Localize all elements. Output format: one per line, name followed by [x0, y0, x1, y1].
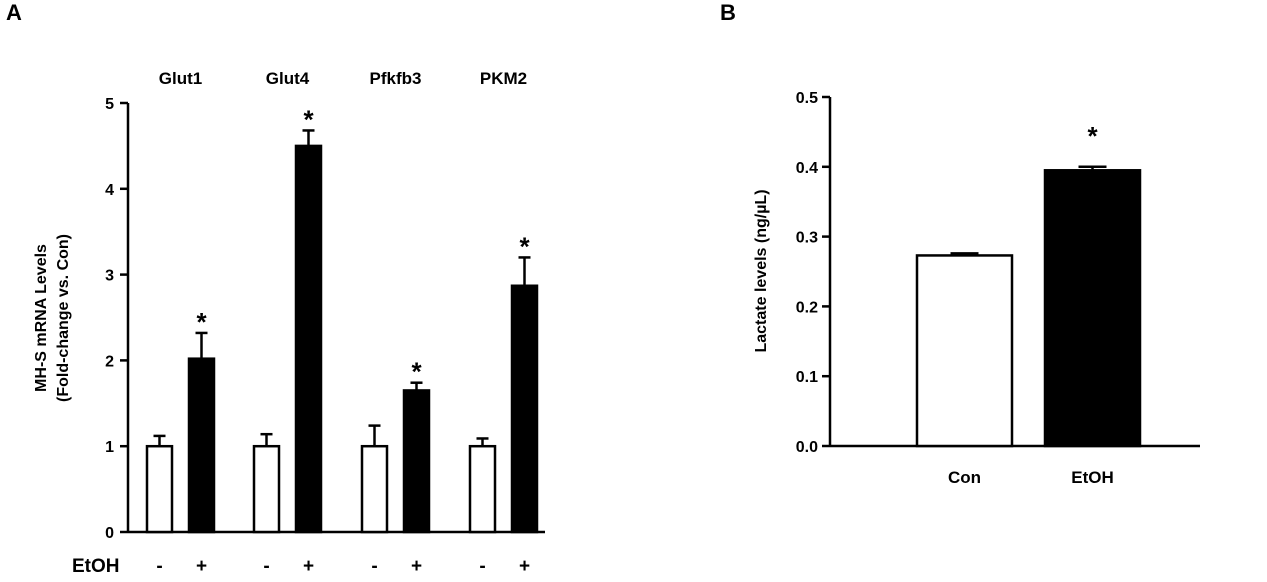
- panel-a-significance-marker: *: [196, 307, 207, 337]
- panel-b-y-tick-label: 0.4: [796, 160, 818, 177]
- panel-a-bar: [252, 444, 281, 534]
- panel-a-y-tick-label: 3: [105, 268, 114, 285]
- panel-a-marks: 0 1 2 3 4 5 Glut1 - + * Glut4 - + * Pfkfb3 - + * PKM2 - + *: [105, 69, 545, 577]
- panel-a-bar: [294, 144, 323, 534]
- panel-b-y-tick-label: 0.5: [796, 90, 818, 107]
- panel-a-bar: [187, 357, 216, 534]
- panel-a-group-label: Glut1: [159, 69, 202, 88]
- panel-a-treatment-level: -: [263, 556, 269, 577]
- panel-a-bar: [145, 444, 174, 534]
- panel-a-treatment-level: -: [371, 556, 377, 577]
- panel-a-significance-marker: *: [411, 357, 422, 387]
- panel-a-letter: A: [6, 0, 22, 25]
- panel-b-y-tick-label: 0.2: [796, 299, 818, 316]
- panel-a-group-label: PKM2: [480, 69, 527, 88]
- panel-b-bar: [1043, 169, 1142, 448]
- panel-a-treatment-level: +: [411, 556, 422, 577]
- panel-a-treatment-level: +: [519, 556, 530, 577]
- panel-b-chart: Lactate levels (ng/µL) 0.00.10.20.30.40.…: [753, 90, 1200, 487]
- panel-a-treatment-level: -: [156, 556, 162, 577]
- panel-a-group-label: Pfkfb3: [370, 69, 422, 88]
- panel-b-significance-marker: *: [1087, 121, 1098, 151]
- panel-a-bar: [360, 444, 389, 534]
- panel-a-treatment-level: +: [303, 556, 314, 577]
- panel-b-category-label: Con: [948, 468, 981, 487]
- panel-a-significance-marker: *: [303, 104, 314, 134]
- panel-a-y-tick-label: 5: [105, 96, 114, 113]
- panel-a-group-label: Glut4: [266, 69, 310, 88]
- panel-a-y-tick-label: 2: [105, 353, 114, 370]
- panel-a-y-tick-label: 0: [105, 525, 114, 542]
- panel-a-treatment-label: EtOH: [72, 556, 120, 577]
- panel-b-bar: [915, 254, 1014, 448]
- panel-a-y-tick-label: 1: [105, 439, 114, 456]
- panel-b-ylabel: Lactate levels (ng/µL): [753, 189, 770, 352]
- panel-a-bar: [468, 444, 497, 534]
- panel-a-significance-marker: *: [519, 231, 530, 261]
- panel-a-treatment-level: +: [196, 556, 207, 577]
- panel-b-y-tick-label: 0.1: [796, 369, 818, 386]
- panel-b-letter: B: [720, 0, 736, 25]
- panel-b-category-label: EtOH: [1071, 468, 1114, 487]
- panel-b-y-tick-label: 0.0: [796, 439, 818, 456]
- panel-a-ylabel-line2: (Fold-change vs. Con): [55, 234, 72, 402]
- panel-a-bar: [510, 284, 539, 534]
- panel-b-y-tick-label: 0.3: [796, 230, 818, 247]
- panel-a-chart: MH-S mRNA Levels (Fold-change vs. Con) E…: [33, 69, 545, 577]
- panel-a-ylabel-line1: MH-S mRNA Levels: [33, 244, 50, 392]
- panel-b-marks: 0.0 0.1 0.2 0.3 0.4 0.5 Con EtOH *: [796, 90, 1200, 487]
- panel-a-treatment-level: -: [479, 556, 485, 577]
- panel-a-y-tick-label: 4: [105, 182, 114, 199]
- panel-a-bar: [402, 389, 431, 534]
